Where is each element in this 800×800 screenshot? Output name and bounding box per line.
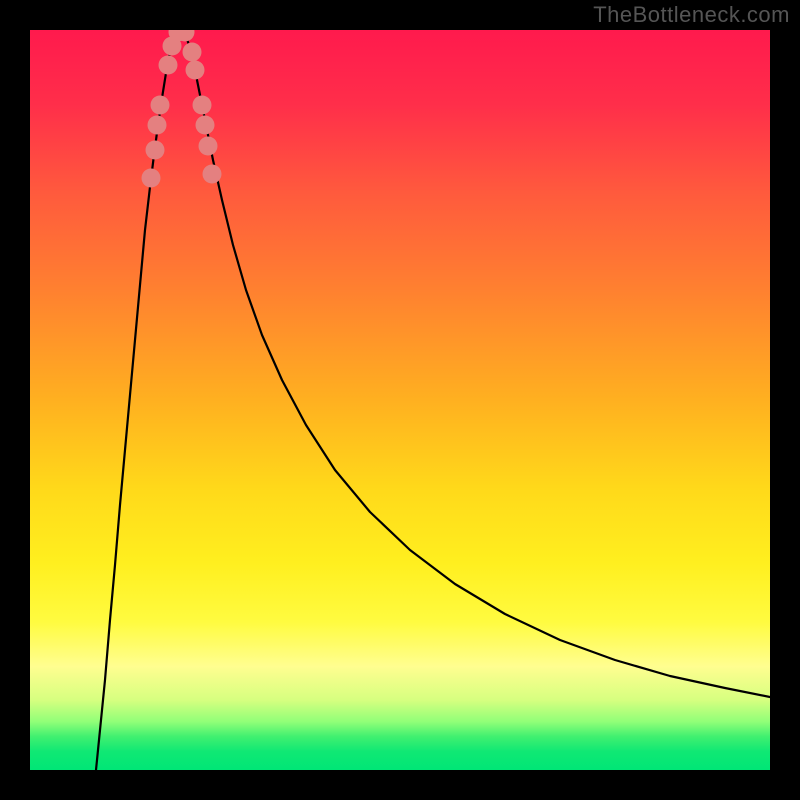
- data-marker: [146, 141, 165, 160]
- curve-right-branch: [182, 30, 770, 697]
- data-marker: [183, 43, 202, 62]
- data-marker: [142, 169, 161, 188]
- data-marker: [151, 96, 170, 115]
- data-marker: [148, 116, 167, 135]
- data-marker: [199, 137, 218, 156]
- data-marker: [193, 96, 212, 115]
- data-marker: [196, 116, 215, 135]
- watermark-text: TheBottleneck.com: [593, 2, 790, 28]
- data-marker: [159, 56, 178, 75]
- data-marker: [186, 61, 205, 80]
- chart-overlay: [30, 30, 770, 770]
- curve-left-branch: [96, 30, 182, 770]
- data-marker: [203, 165, 222, 184]
- plot-area: [30, 30, 770, 770]
